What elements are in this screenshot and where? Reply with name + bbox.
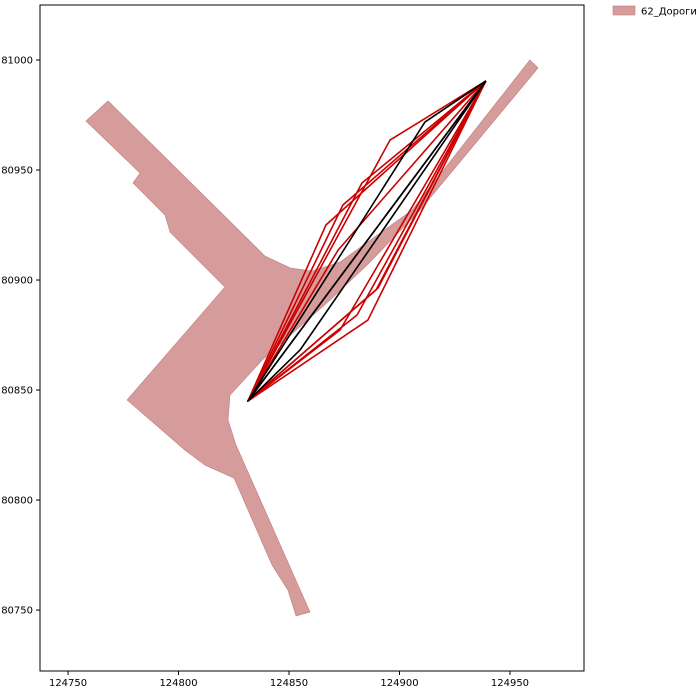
- x-tick-label: 124900: [380, 678, 418, 689]
- plot: [85, 59, 539, 617]
- legend-swatch: [612, 5, 636, 16]
- legend-label: 62_Дороги: [641, 7, 697, 18]
- y-tick-label: 80900: [1, 276, 33, 287]
- x-tick-label: 124850: [270, 678, 308, 689]
- x-tick-label: 124800: [159, 678, 197, 689]
- legend: 62_Дороги: [612, 5, 697, 18]
- y-tick-label: 80800: [1, 496, 33, 507]
- x-tick-label: 124750: [49, 678, 87, 689]
- y-tick-label: 80850: [1, 386, 33, 397]
- outline: [247, 80, 487, 402]
- y-tick-label: 81000: [1, 56, 33, 67]
- x-tick-label: 124950: [491, 678, 529, 689]
- axes-frame: [39, 4, 585, 672]
- y-tick-label: 80950: [1, 166, 33, 177]
- y-tick-label: 80750: [1, 606, 33, 617]
